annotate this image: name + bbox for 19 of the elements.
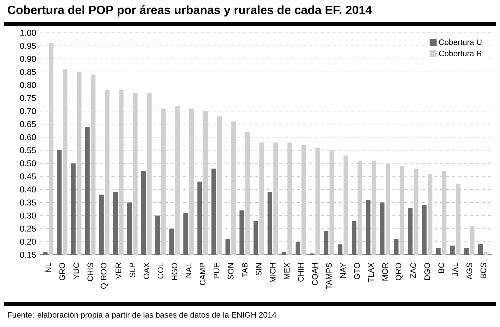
- y-tick-label: 0.90: [20, 56, 36, 62]
- y-tick-label: 0.85: [20, 69, 36, 76]
- y-tick-label: 0.95: [20, 43, 36, 50]
- chart-title: Cobertura del POP por áreas urbanas y rurales de cada EF. 2014: [8, 6, 372, 17]
- y-tick-label: 0.80: [20, 82, 36, 88]
- y-tick-label: 0.35: [20, 200, 36, 206]
- y-tick-label: 0.65: [20, 121, 36, 128]
- y-tick-label: 0.45: [20, 174, 36, 180]
- y-tick-label: 0.50: [20, 160, 36, 167]
- y-tick-label: 0.25: [20, 226, 36, 232]
- y-tick-label: 0.75: [20, 95, 36, 102]
- y-tick-label: 0.15: [20, 252, 36, 258]
- y-tick-label: 0.55: [20, 148, 36, 154]
- y-tick-label: 0.70: [20, 108, 36, 114]
- y-tick-label: 0.40: [20, 186, 36, 193]
- y-tick-label: 0.20: [20, 238, 36, 245]
- y-tick-label: 0.60: [20, 134, 36, 140]
- y-tick-label: 1.00: [20, 30, 36, 36]
- y-tick-label: 0.30: [20, 212, 36, 219]
